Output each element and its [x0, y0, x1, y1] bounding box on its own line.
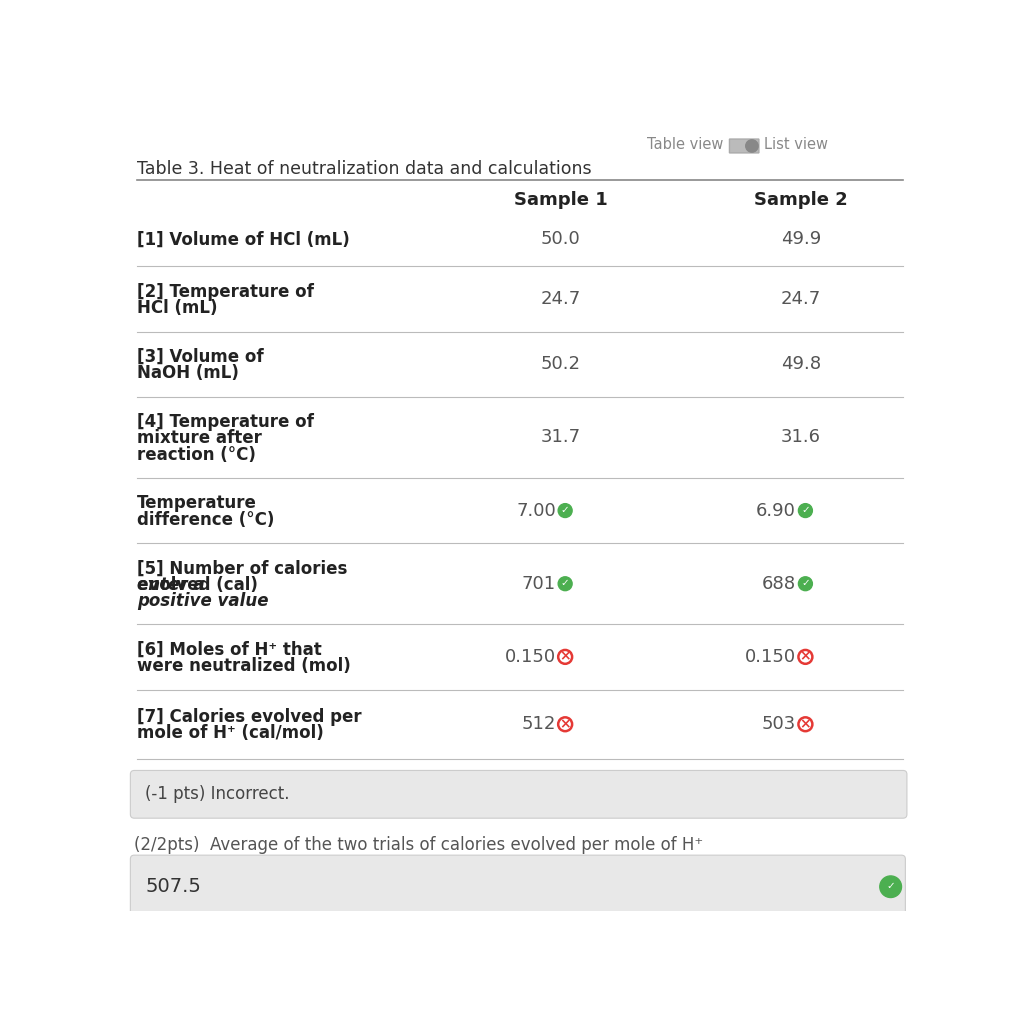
Text: [1] Volume of HCl (mL): [1] Volume of HCl (mL): [137, 231, 350, 249]
Text: 688: 688: [761, 574, 796, 593]
Text: 7.00: 7.00: [516, 502, 555, 519]
Text: 512: 512: [521, 715, 555, 733]
Text: 0.150: 0.150: [744, 648, 796, 666]
Text: ✓: ✓: [801, 505, 809, 515]
Circle shape: [558, 650, 571, 664]
Text: 0.150: 0.150: [504, 648, 555, 666]
Text: NaOH (mL): NaOH (mL): [137, 365, 239, 382]
Text: Sample 2: Sample 2: [753, 190, 847, 209]
Text: List view: List view: [762, 137, 827, 152]
Circle shape: [798, 650, 812, 664]
Text: 31.7: 31.7: [540, 428, 580, 446]
FancyBboxPatch shape: [130, 770, 906, 818]
Text: [5] Number of calories: [5] Number of calories: [137, 559, 348, 578]
Text: Sample 1: Sample 1: [514, 190, 607, 209]
Text: 31.6: 31.6: [779, 428, 820, 446]
FancyBboxPatch shape: [729, 139, 758, 153]
Text: reaction (°C): reaction (°C): [137, 445, 256, 464]
Text: mole of H⁺ (cal/mol): mole of H⁺ (cal/mol): [137, 724, 324, 742]
Text: [6] Moles of H⁺ that: [6] Moles of H⁺ that: [137, 641, 321, 658]
Text: [2] Temperature of: [2] Temperature of: [137, 283, 313, 301]
FancyBboxPatch shape: [130, 855, 905, 919]
Circle shape: [879, 876, 901, 897]
Text: enter a: enter a: [137, 575, 205, 594]
Text: ✓: ✓: [886, 882, 894, 891]
Circle shape: [798, 718, 812, 731]
Circle shape: [798, 504, 812, 517]
Text: 6.90: 6.90: [755, 502, 796, 519]
Text: ✓: ✓: [801, 579, 809, 589]
Text: 49.8: 49.8: [779, 355, 820, 374]
Text: Table 3. Heat of neutralization data and calculations: Table 3. Heat of neutralization data and…: [137, 160, 591, 178]
Text: evolved (cal): evolved (cal): [137, 575, 264, 594]
Text: [3] Volume of: [3] Volume of: [137, 348, 264, 367]
Text: mixture after: mixture after: [137, 429, 262, 447]
Text: ×: ×: [559, 717, 570, 731]
Text: positive value: positive value: [137, 592, 269, 610]
Circle shape: [558, 718, 571, 731]
Text: 50.2: 50.2: [540, 355, 580, 374]
Text: Temperature: Temperature: [137, 495, 257, 512]
Text: ×: ×: [799, 717, 811, 731]
Text: 24.7: 24.7: [540, 290, 580, 308]
Text: ✓: ✓: [560, 579, 569, 589]
Text: ✓: ✓: [560, 505, 569, 515]
Text: ×: ×: [799, 649, 811, 664]
Text: HCl (mL): HCl (mL): [137, 299, 217, 316]
Text: difference (°C): difference (°C): [137, 511, 274, 528]
Circle shape: [798, 577, 812, 591]
Circle shape: [558, 577, 571, 591]
Text: ×: ×: [559, 649, 570, 664]
Text: 50.0: 50.0: [540, 230, 579, 248]
Text: 507.5: 507.5: [145, 878, 201, 896]
Text: 49.9: 49.9: [779, 230, 820, 248]
Text: [4] Temperature of: [4] Temperature of: [137, 413, 313, 431]
Circle shape: [745, 140, 757, 153]
Text: (2/2pts)  Average of the two trials of calories evolved per mole of H⁺: (2/2pts) Average of the two trials of ca…: [134, 836, 703, 854]
Text: were neutralized (mol): were neutralized (mol): [137, 656, 351, 675]
Text: 701: 701: [522, 574, 555, 593]
Text: 24.7: 24.7: [779, 290, 820, 308]
Text: Table view: Table view: [647, 137, 723, 152]
Circle shape: [558, 504, 571, 517]
Text: [7] Calories evolved per: [7] Calories evolved per: [137, 708, 362, 726]
Text: (-1 pts) Incorrect.: (-1 pts) Incorrect.: [145, 785, 289, 803]
Text: 503: 503: [761, 715, 796, 733]
